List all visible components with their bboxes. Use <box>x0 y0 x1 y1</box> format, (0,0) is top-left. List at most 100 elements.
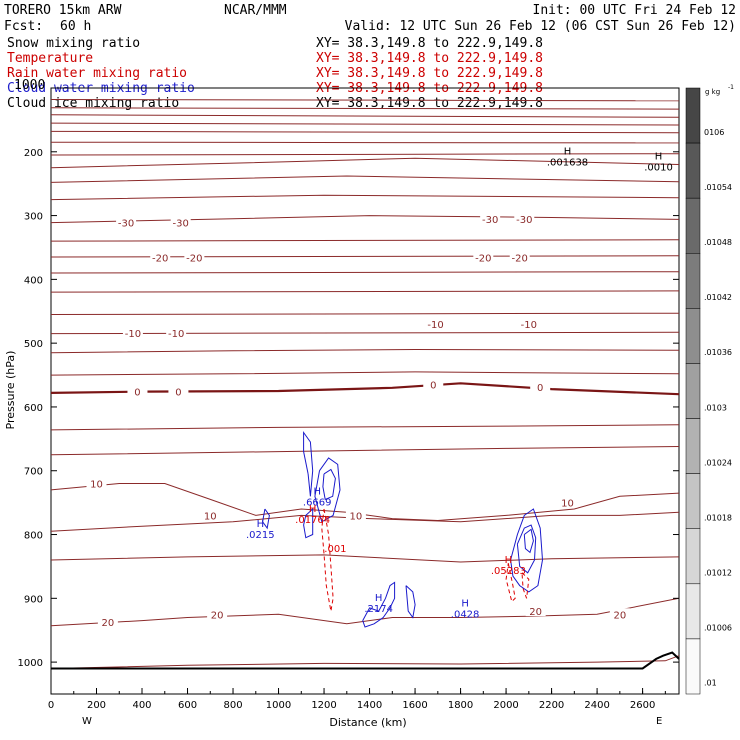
contour-label-mask <box>86 477 107 489</box>
temperature-contour <box>50 215 680 224</box>
maximum-value: .001 <box>324 544 346 555</box>
field-range: XY= 38.3,149.8 to 222.9,149.8 <box>316 66 543 81</box>
temperature-contour <box>50 348 680 354</box>
contour-label-mask <box>207 608 228 620</box>
forecast-hours: 60 h <box>60 19 91 34</box>
west-label: W <box>82 716 92 727</box>
temperature-label: -30 <box>482 215 498 226</box>
y-tick-label: 800 <box>24 531 43 542</box>
temperature-contour <box>50 239 680 242</box>
maximum-mark: H <box>257 519 265 530</box>
field-name: Cloud ice mixing ratio <box>7 96 179 111</box>
contour-label-mask <box>184 251 205 263</box>
colorbar-segment <box>685 308 701 364</box>
x-tick-label: 2600 <box>630 700 655 711</box>
temperature-label: 20 <box>529 607 542 618</box>
contour-label-mask <box>116 216 137 228</box>
field-name: Temperature <box>7 51 93 66</box>
temperature-label: -30 <box>118 219 134 230</box>
cloud-water-contour <box>362 581 396 628</box>
axes: 0 200 400 600 800 1000 1200 1400 1600 1800 2000 220… <box>18 148 679 711</box>
maximum-value: .01764 <box>295 515 330 526</box>
temperature-label: -20 <box>512 254 528 265</box>
contour-label-mask <box>200 509 221 521</box>
field-name: Snow mixing ratio <box>7 36 140 51</box>
colorbar-label: .01054 <box>704 183 732 192</box>
temperature-label: -10 <box>521 320 537 331</box>
temperature-contour <box>50 446 680 456</box>
contour-label-mask <box>423 378 444 390</box>
maximum-value: .2174 <box>364 604 393 615</box>
colorbar-unit: g kg <box>705 88 720 96</box>
colorbar-segment <box>685 253 701 309</box>
maximum-value: .0428 <box>451 610 480 621</box>
temperature-label: 20 <box>211 610 224 621</box>
temperature-contour <box>50 597 680 627</box>
maximum-mark: H <box>461 599 469 610</box>
maximum-value: .0010 <box>644 162 673 173</box>
colorbar-label: .01012 <box>704 569 732 578</box>
colorbar-label: .01042 <box>704 293 732 302</box>
temperature-label: -20 <box>152 254 168 265</box>
cloud-water-contour <box>303 430 314 497</box>
colorbar-label: .01 <box>704 679 717 688</box>
colorbar-label: 0106 <box>704 128 724 137</box>
contour-label-mask <box>345 509 366 521</box>
y-tick-label: 200 <box>24 148 43 159</box>
colorbar-segment <box>685 583 701 640</box>
x-tick-label: 1800 <box>448 700 473 711</box>
temperature-contour <box>50 255 680 258</box>
temperature-contour <box>50 175 680 183</box>
colorbar-label: .01018 <box>704 513 732 522</box>
maximum-mark: H <box>505 555 513 566</box>
contour-label-mask <box>170 216 191 228</box>
temperature-label: 20 <box>613 610 626 621</box>
colorbar-segment <box>685 528 701 585</box>
overlap-number: 1000 <box>14 78 45 93</box>
contour-label-mask <box>168 385 189 397</box>
temperature-label: 10 <box>204 511 217 522</box>
colorbar-unit-exponent: -1 <box>728 84 734 91</box>
x-tick-label: 1000 <box>266 700 291 711</box>
temperature-contour <box>50 331 680 335</box>
init-time: Init: 00 UTC Fri 24 Feb 12 <box>533 3 737 18</box>
y-tick-label: 600 <box>24 403 43 414</box>
y-tick-label: 400 <box>24 275 43 286</box>
maximum-value: .05283 <box>491 566 526 577</box>
maximum-mark: H <box>313 486 321 497</box>
maximum-value: .001638 <box>547 157 588 168</box>
colorbar-segment <box>685 638 701 695</box>
org-title: NCAR/MMM <box>224 3 287 18</box>
temperature-contour <box>50 194 680 201</box>
x-tick-label: 2200 <box>539 700 564 711</box>
colorbar: 0106 .01054 .01048 .01042 .01036 .0103 .01024.… <box>685 87 732 695</box>
cloud-water-contour <box>303 507 314 539</box>
colorbar-label: .01036 <box>704 348 732 357</box>
temperature-contour <box>50 153 680 156</box>
y-tick-label: 500 <box>24 339 43 350</box>
temperature-contour <box>50 107 680 110</box>
temperature-contour <box>50 141 680 144</box>
cloud-water-contour <box>516 524 537 574</box>
x-tick-label: 600 <box>178 700 197 711</box>
colorbar-segment <box>685 418 701 474</box>
contour-label-mask <box>127 385 148 397</box>
x-tick-label: 2000 <box>493 700 518 711</box>
y-tick-label: 300 <box>24 212 43 223</box>
contour-label-mask <box>425 318 446 330</box>
temperature-contour <box>50 312 680 315</box>
colorbar-segment <box>685 197 701 254</box>
temperature-label: -10 <box>427 320 443 331</box>
colorbar-segment <box>685 363 701 419</box>
contour-label-mask <box>557 496 578 508</box>
model-title: TORERO 15km ARW <box>4 3 122 18</box>
maximum-mark: H <box>375 593 383 604</box>
rain-contour <box>521 572 530 599</box>
colorbar-segment <box>685 87 701 144</box>
temperature-label: 10 <box>350 511 363 522</box>
field-range: XY= 38.3,149.8 to 222.9,149.8 <box>316 51 543 66</box>
x-tick-label: 1400 <box>357 700 382 711</box>
label-layer: 20 20 20 20 10 10 10 10 0 0 0 0 -10 -10 -10 -10 -20 -20 -2… <box>86 146 673 629</box>
y-tick-label: 700 <box>24 467 43 478</box>
